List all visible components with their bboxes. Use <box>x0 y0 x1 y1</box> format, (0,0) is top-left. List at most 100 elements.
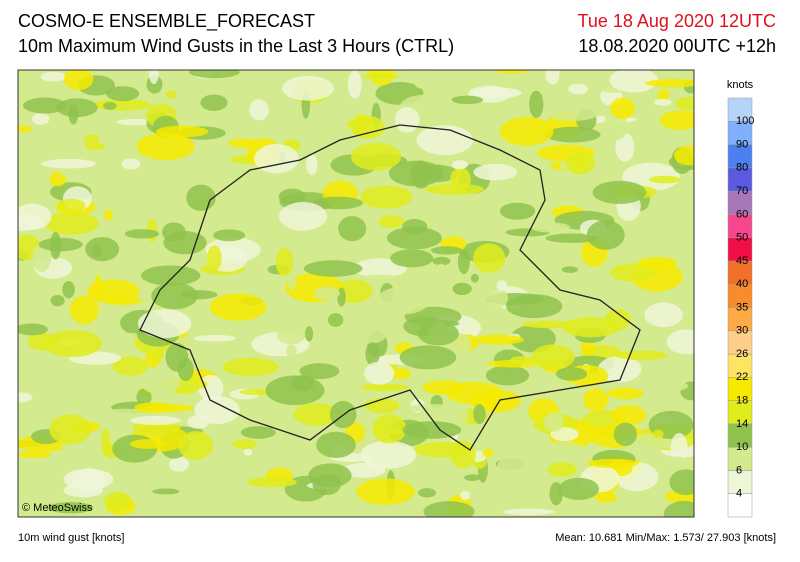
field-patch <box>69 295 99 325</box>
colorbar: 4 6 10 14 18 22 26 30 35 40 45 50 60 70 80 90 100 <box>727 97 754 518</box>
field-patch <box>103 332 145 339</box>
field-patch <box>140 368 181 395</box>
field-patch <box>243 448 253 456</box>
field-patch <box>130 415 181 425</box>
field-patch <box>610 263 656 282</box>
field-patch <box>106 86 140 102</box>
field-patch <box>31 113 50 125</box>
field-patch <box>278 188 306 205</box>
field-patch <box>451 406 469 424</box>
field-patch <box>460 490 471 500</box>
field-patch <box>542 441 586 466</box>
field-patch <box>644 302 683 328</box>
field-patch <box>18 450 52 459</box>
field-patch <box>499 202 536 220</box>
field-patch <box>254 144 299 174</box>
field-patch <box>200 94 228 111</box>
field-patch <box>18 323 48 336</box>
colorbar-label: 90 <box>736 138 748 150</box>
field-patch <box>378 215 405 229</box>
field-patch <box>356 478 416 505</box>
field-patch <box>503 70 555 91</box>
field-patch <box>545 233 599 243</box>
field-patch <box>451 160 468 170</box>
field-patch <box>653 98 672 106</box>
field-patch <box>303 260 363 277</box>
field-patch <box>313 286 340 301</box>
field-patch <box>597 356 642 383</box>
field-patch <box>432 256 451 266</box>
field-patch <box>209 293 267 321</box>
field-patch <box>341 462 386 478</box>
field-patch <box>502 508 555 516</box>
field-patch <box>410 160 432 189</box>
variable-label: 10m wind gust [knots] <box>18 532 124 544</box>
field-patch <box>389 368 412 380</box>
field-patch <box>412 70 428 89</box>
field-patch <box>63 70 94 91</box>
field-patch <box>121 158 141 170</box>
field-patch <box>368 70 395 86</box>
field-patch <box>473 163 518 181</box>
field-patch <box>193 334 236 342</box>
field-patch <box>49 171 67 187</box>
field-patch <box>103 491 132 512</box>
field-patch <box>63 483 104 498</box>
field-patch <box>350 115 385 139</box>
field-patch <box>418 488 437 498</box>
field-patch <box>178 431 214 460</box>
field-patch <box>327 313 344 327</box>
colorbar-label: 70 <box>736 185 748 197</box>
colorbar-segment <box>727 97 753 122</box>
title: COSMO-E ENSEMBLE_FORECAST <box>18 11 315 32</box>
field-patch <box>432 79 490 89</box>
field-patch <box>343 302 374 324</box>
field-patch <box>141 265 201 286</box>
field-patch <box>58 198 86 213</box>
field-patch <box>452 282 472 296</box>
field-patch <box>249 99 269 121</box>
field-patch <box>361 274 399 281</box>
field-patch <box>496 453 535 483</box>
field-patch <box>663 500 694 517</box>
field-patch <box>637 256 678 270</box>
field-patch <box>232 439 258 450</box>
field-patch <box>473 404 486 425</box>
field-patch <box>543 412 564 432</box>
field-patch <box>659 110 694 131</box>
field-patch <box>545 70 560 85</box>
field-patch <box>423 501 475 517</box>
field-patch <box>544 104 600 122</box>
field-patch <box>85 237 120 262</box>
field-patch <box>510 356 532 365</box>
field-patch <box>607 387 644 400</box>
field-patch <box>151 348 164 362</box>
field-patch <box>347 70 362 99</box>
field-patch <box>162 222 186 242</box>
colorbar-label: 45 <box>736 255 748 267</box>
field-patch <box>84 143 106 151</box>
field-patch <box>137 309 192 339</box>
field-patch <box>43 330 102 358</box>
field-patch <box>501 429 531 454</box>
field-patch <box>562 317 620 338</box>
field-patch <box>499 116 554 146</box>
field-patch <box>222 357 279 377</box>
field-patch <box>305 326 314 342</box>
run-time: 18.08.2020 00UTC +12h <box>578 36 776 56</box>
field-patch <box>648 175 681 184</box>
field-patch <box>299 363 340 380</box>
field-patch <box>136 132 195 161</box>
field-patch <box>293 403 341 426</box>
field-patch <box>152 488 180 495</box>
field-patch <box>469 478 499 502</box>
field-patch <box>104 209 113 221</box>
colorbar-label: 18 <box>736 395 748 407</box>
field-patch <box>87 279 140 303</box>
field-patch <box>652 429 664 439</box>
field-patch <box>360 383 410 392</box>
colorbar-title: knots <box>727 79 754 91</box>
field-patch <box>468 429 494 452</box>
field-patch <box>610 97 636 120</box>
field-patch <box>522 487 557 499</box>
